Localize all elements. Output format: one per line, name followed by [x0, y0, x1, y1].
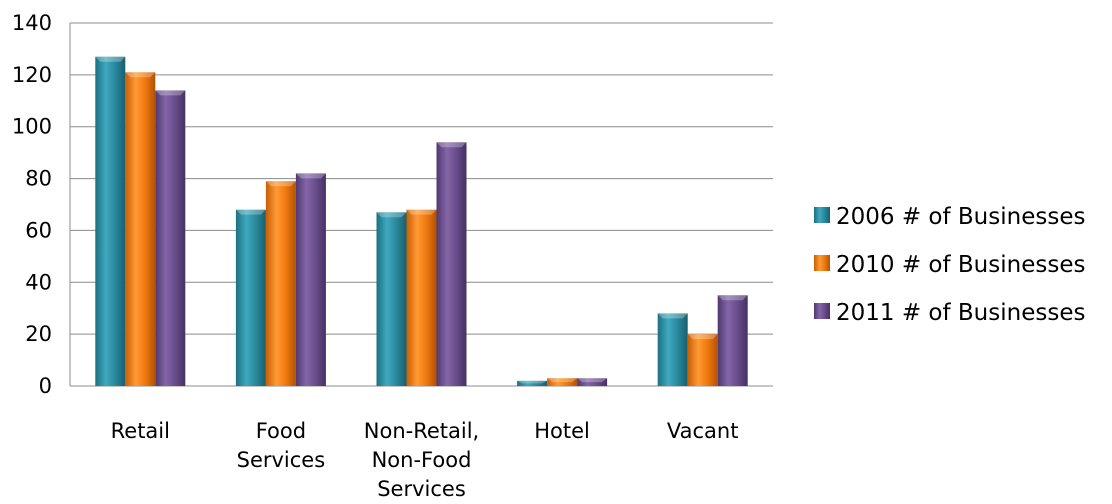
- bar: [235, 209, 266, 386]
- bar-body: [687, 334, 718, 386]
- bar-cap: [376, 212, 407, 218]
- bar-cap: [155, 90, 186, 96]
- x-tick-label: Retail: [111, 419, 170, 443]
- legend: 2006 # of Businesses 2010 # of Businesses…: [814, 204, 1085, 326]
- bar-cap: [265, 181, 296, 187]
- y-tick-label: 140: [12, 11, 52, 35]
- bar: [295, 173, 326, 386]
- bar-cap: [125, 72, 156, 78]
- bar-cap: [547, 378, 578, 383]
- x-tick-label: Vacant: [667, 419, 739, 443]
- legend-swatch: [814, 255, 830, 271]
- x-tick-label-line: Non-Retail,: [364, 419, 479, 443]
- x-tick-label-line: Non-Food: [372, 448, 472, 472]
- bars: [95, 56, 748, 387]
- y-tick-label: 40: [25, 270, 52, 294]
- bar-cap: [436, 142, 467, 148]
- x-tick-label-line: Vacant: [667, 419, 739, 443]
- bar-body: [406, 209, 437, 386]
- bar-body: [265, 181, 296, 386]
- x-tick-label-line: Retail: [111, 419, 170, 443]
- bar: [265, 181, 296, 386]
- bar: [547, 378, 578, 386]
- legend-label: 2011 # of Businesses: [836, 300, 1085, 326]
- y-tick-label: 120: [12, 63, 52, 87]
- bar: [687, 334, 718, 386]
- y-axis: 0 20 40 60 80 100 120 140: [12, 11, 71, 398]
- bar: [517, 380, 548, 386]
- bar-cap: [295, 173, 326, 179]
- bar-cap: [235, 209, 266, 215]
- bar-cap: [657, 313, 688, 319]
- legend-label: 2010 # of Businesses: [836, 252, 1085, 278]
- x-tick-label: Non-Retail, Non-Food Services: [364, 419, 479, 501]
- bar: [155, 90, 186, 387]
- bar: [95, 56, 126, 386]
- bar-body: [235, 209, 266, 386]
- bar-body: [376, 212, 407, 386]
- x-axis: Retail Food Services Non-Retail, Non-Food Ser…: [111, 419, 739, 501]
- y-tick-label: 0: [39, 374, 52, 398]
- x-tick-label-line: Food: [256, 419, 306, 443]
- bar: [657, 313, 688, 386]
- y-tick-label: 100: [12, 115, 52, 139]
- legend-item: 2010 # of Businesses: [814, 252, 1085, 278]
- x-tick-label: Food Services: [237, 419, 326, 472]
- bar: [376, 212, 407, 386]
- bar-cap: [406, 209, 437, 215]
- bar-body: [517, 380, 548, 386]
- x-tick-label-line: Services: [237, 448, 326, 472]
- bar-body: [95, 56, 126, 386]
- legend-item: 2006 # of Businesses: [814, 204, 1085, 230]
- bar: [125, 72, 156, 386]
- legend-item: 2011 # of Businesses: [814, 300, 1085, 326]
- bar-cap: [577, 378, 608, 383]
- legend-swatch: [814, 303, 830, 319]
- bar-cap: [517, 380, 548, 384]
- bar-body: [577, 378, 608, 386]
- x-tick-label: Hotel: [534, 419, 590, 443]
- y-tick-label: 60: [25, 218, 52, 242]
- bar-cap: [95, 56, 126, 62]
- y-tick-label: 20: [25, 322, 52, 346]
- bar-body: [125, 72, 156, 386]
- y-tick-label: 80: [25, 167, 52, 191]
- bar: [406, 209, 437, 386]
- x-tick-label-line: Services: [377, 477, 466, 501]
- bar-body: [295, 173, 326, 386]
- legend-label: 2006 # of Businesses: [836, 204, 1085, 230]
- bar-body: [547, 378, 578, 386]
- bar-cap: [687, 334, 718, 340]
- bar: [436, 142, 467, 386]
- bar: [717, 295, 748, 386]
- bar: [577, 378, 608, 386]
- bar-body: [436, 142, 467, 386]
- bar-cap: [717, 295, 748, 301]
- bar-body: [717, 295, 748, 386]
- legend-swatch: [814, 207, 830, 223]
- bar-body: [657, 313, 688, 386]
- bar-body: [155, 90, 186, 387]
- x-tick-label-line: Hotel: [534, 419, 590, 443]
